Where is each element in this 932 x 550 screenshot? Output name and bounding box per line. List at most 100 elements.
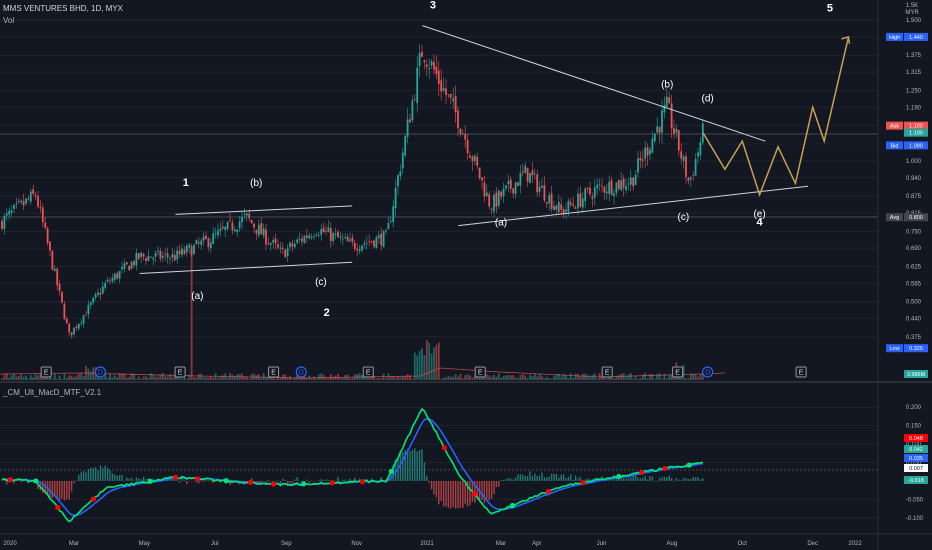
volume-bar (449, 377, 452, 380)
volume-bar (142, 376, 145, 380)
volume-bar (586, 374, 589, 380)
candle-body (229, 220, 231, 222)
volume-bar (58, 375, 61, 380)
indicator-title[interactable]: _CM_Ult_MacD_MTF_V2.1 (3, 388, 102, 397)
event-marker-label: E (799, 370, 804, 377)
volume-bar (56, 378, 59, 380)
macd-tick: 0.050 (906, 461, 922, 467)
volume-bar (421, 348, 423, 380)
volume-bar (553, 376, 555, 380)
macd-hist-bar (128, 478, 130, 481)
candle-body (562, 209, 565, 214)
volume-bar (41, 375, 44, 380)
candle-body (490, 208, 493, 210)
volume-bar (274, 378, 277, 380)
volume-bar (591, 374, 594, 380)
volume-bar (418, 350, 421, 380)
macd-hist-bar (651, 476, 654, 481)
candle-body (1, 220, 3, 229)
macd-hist-bar (663, 476, 666, 481)
volume-bar (697, 376, 699, 380)
symbol-title[interactable]: MMS VENTURES BHD, 1D, MYX (3, 4, 124, 13)
candle-body (8, 210, 11, 215)
time-tick: Jun (597, 541, 607, 547)
volume-bar (440, 378, 443, 380)
candle-body (349, 239, 351, 241)
candle-body (217, 230, 219, 236)
volume-bar (685, 378, 687, 380)
macd-hist-bar (622, 478, 625, 481)
event-marker-label: D (705, 370, 710, 377)
macd-hist-bar (517, 474, 519, 481)
candle-body (157, 250, 159, 252)
candle-body (29, 191, 32, 202)
candle-body (344, 237, 347, 239)
macd-hist-bar (483, 480, 486, 504)
volume-bar (207, 377, 210, 380)
macd-hist-bar (519, 474, 522, 481)
candle-body (411, 100, 414, 121)
candle-body (658, 127, 661, 133)
candle-body (46, 228, 49, 244)
candle-body (457, 110, 459, 129)
macd-hist-bar (579, 476, 582, 481)
candle-body (584, 188, 587, 202)
trendline (139, 261, 353, 275)
macd-hist-bar (536, 475, 538, 481)
macd-hist-bar (505, 478, 507, 481)
volume-bar (435, 344, 438, 380)
volume-bar (77, 374, 80, 380)
volume-bar (8, 377, 11, 380)
bid-badge-label: Bid (891, 143, 899, 149)
macd-hist-bar (6, 480, 8, 485)
volume-bar (212, 377, 215, 380)
macd-hist-bar (114, 474, 116, 481)
macd-hist-bar (394, 459, 397, 481)
candle-body (243, 213, 246, 215)
volume-bar (560, 376, 563, 380)
candle-body (176, 250, 179, 260)
candle-body (241, 216, 243, 223)
candle-body (406, 119, 409, 138)
macd-hist-bar (274, 480, 277, 482)
candle-body (61, 291, 63, 303)
volume-bar (644, 373, 647, 380)
macd-hist-bar (697, 477, 699, 481)
macd-hist-bar (620, 478, 622, 481)
macd-hist-bar (466, 480, 469, 507)
candle-body (613, 193, 615, 196)
candle-body (137, 253, 140, 259)
macd-hist-bar (42, 480, 44, 493)
earnings-marker (601, 366, 613, 378)
macd-hist-bar (406, 448, 409, 481)
macd-cross-dot (580, 480, 586, 486)
candle-body (284, 249, 287, 258)
macd-badge-value: 0.007 (909, 466, 923, 472)
volume-bar (325, 377, 327, 380)
volume-label[interactable]: Vol (3, 16, 15, 25)
macd-hist-bar (488, 480, 490, 501)
macd-cross-dot (545, 488, 551, 495)
volume-bar (15, 376, 18, 380)
candle-body (488, 194, 491, 207)
volume-bar (550, 378, 553, 380)
macd-hist-bar (354, 477, 356, 481)
candle-body (589, 187, 591, 195)
volume-bar (329, 374, 332, 380)
grid-lines (0, 19, 878, 519)
candle-body (610, 180, 613, 195)
volume-bar (699, 374, 702, 380)
candle-body (44, 222, 47, 228)
macd-hist-bar (649, 476, 651, 481)
candle-body (221, 226, 224, 229)
macd-hist-bar (433, 480, 435, 495)
volume-bar (22, 376, 25, 380)
candle-body (327, 227, 330, 233)
macd-hist-bar (315, 480, 318, 482)
volume-bar (411, 378, 414, 380)
wave-label: (e) (753, 209, 765, 220)
volume-bar (401, 375, 404, 380)
volume-bar (476, 376, 479, 380)
volume-bar (166, 376, 169, 380)
